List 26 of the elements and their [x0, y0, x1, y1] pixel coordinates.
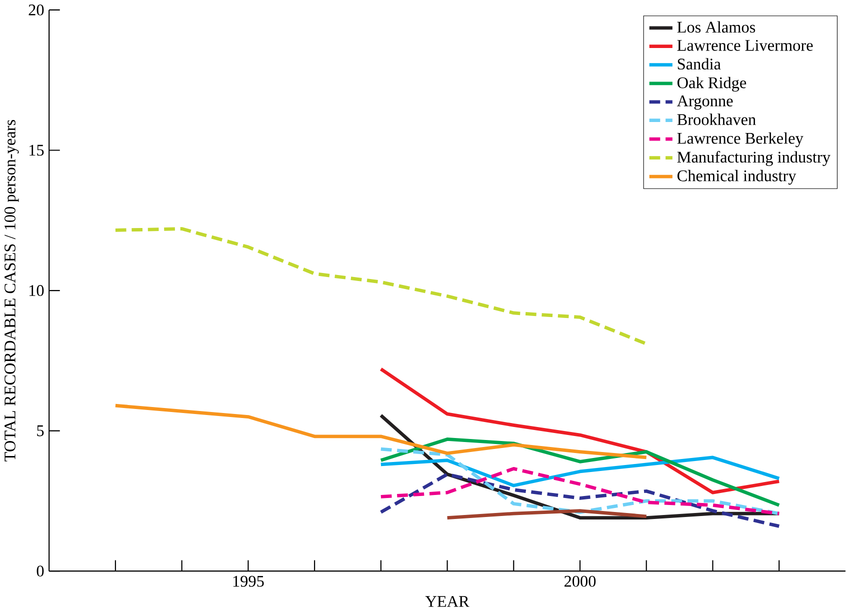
legend-label: Los Alamos: [677, 21, 756, 33]
line-series: [379, 367, 781, 494]
x-axis-title: YEAR: [425, 596, 470, 607]
x-tick-label: 2000: [564, 576, 596, 587]
legend-label: Lawrence Berkeley: [677, 132, 804, 147]
y-tick-label: 20: [28, 4, 44, 16]
y-tick-label: 0: [36, 565, 44, 576]
legend-label: Argonne: [676, 95, 733, 110]
y-tick-label: 5: [37, 425, 44, 436]
line-series: [446, 508, 648, 520]
legend-label: Lawrence Livermore: [677, 40, 813, 51]
legend-label: Brookhaven: [677, 114, 756, 125]
legend-label: Manufacturing industry: [677, 150, 830, 166]
legend-label: Chemical industry: [677, 170, 796, 185]
y-tick-label: 15: [30, 144, 44, 156]
line-series: [379, 472, 781, 528]
legend-label: Sandia: [678, 58, 721, 70]
legend-label: Oak Ridge: [677, 76, 746, 92]
line-series: [114, 226, 648, 346]
line-series: [114, 404, 648, 459]
line-series: [379, 466, 781, 516]
line-series: [379, 447, 781, 516]
y-axis-title: TOTAL RECORDABLE CASES / 100 person-years: [4, 120, 19, 462]
x-tick-label: 1995: [233, 576, 264, 587]
line-series: [379, 456, 781, 488]
y-tick-label: 10: [30, 284, 44, 296]
